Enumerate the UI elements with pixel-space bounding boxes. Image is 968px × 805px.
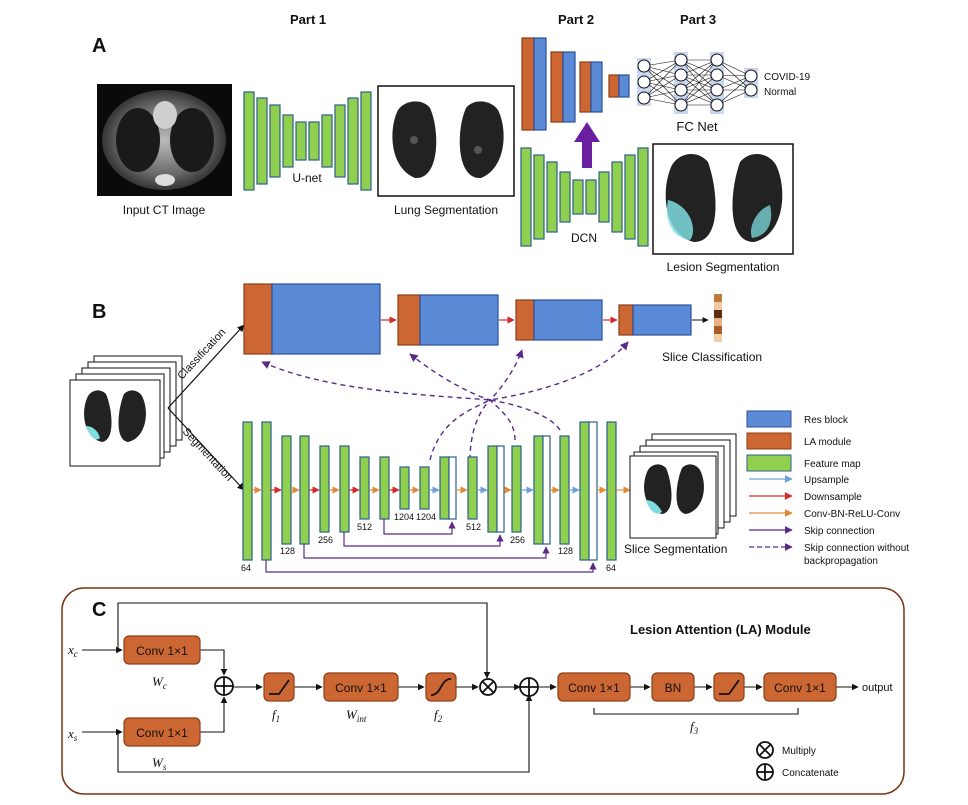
wc-label: Wc: [152, 674, 167, 691]
lung-seg-label: Lung Segmentation: [394, 203, 498, 217]
channel-numbers: 64 128 256 512 1204 1204 512 256 128 64: [241, 512, 616, 573]
svg-text:BN: BN: [665, 681, 682, 695]
multiply-icon: [479, 678, 497, 696]
svg-text:1204: 1204: [416, 512, 436, 522]
svg-text:Conv 1×1: Conv 1×1: [136, 644, 188, 658]
legend-res-block: Res block: [804, 415, 849, 426]
legend-swatch-la: [746, 432, 792, 450]
concatenate-legend-icon: [756, 763, 774, 781]
solid-skip-connections: [265, 519, 597, 573]
panel-b-letter: B: [92, 301, 106, 323]
wint-label: Wint: [346, 707, 367, 724]
svg-text:256: 256: [510, 535, 525, 545]
svg-text:512: 512: [357, 522, 372, 532]
segmentation-label: Segmentation: [180, 426, 235, 484]
class-output-vector: [714, 294, 722, 342]
part2-label: Part 2: [558, 12, 594, 27]
svg-text:128: 128: [280, 546, 295, 556]
legend-swatch-feature: [746, 454, 792, 472]
classification-branch-arrow: [167, 324, 245, 409]
legend-la-module: LA module: [804, 437, 852, 448]
panel-c-letter: C: [92, 599, 106, 621]
unet-bars: [243, 91, 372, 191]
panel-c-title: Lesion Attention (LA) Module: [630, 622, 811, 637]
fcnet-label: FC Net: [676, 119, 718, 134]
input-ct-label: Input CT Image: [123, 203, 206, 217]
svg-text:512: 512: [466, 522, 481, 532]
xs-label: xs: [67, 726, 78, 743]
legend-skip: Skip connection: [804, 526, 875, 537]
slice-class-label: Slice Classification: [662, 350, 762, 364]
fc-net: [637, 52, 758, 114]
part2-pyramid: [521, 37, 630, 131]
part3-label: Part 3: [680, 12, 716, 27]
legend-conv-bn-relu: Conv-BN-ReLU-Conv: [804, 509, 900, 520]
panel-c-connections: [82, 602, 859, 773]
output-slice-stack: [629, 433, 737, 539]
conv-f3-box-1: Conv 1×1: [557, 672, 631, 702]
svg-text:1204: 1204: [394, 512, 414, 522]
lung-seg-image: [392, 101, 504, 179]
dashed-skip-connections: [261, 341, 629, 461]
conv-f3-box-2: Conv 1×1: [763, 672, 837, 702]
legend-swatch-res: [746, 410, 792, 428]
svg-text:Conv 1×1: Conv 1×1: [335, 681, 387, 695]
sigmoid-f2-icon: [425, 672, 457, 702]
ws-label: Ws: [152, 755, 167, 772]
multiply-legend-label: Multiply: [782, 746, 816, 757]
output-normal: Normal: [764, 87, 796, 98]
input-slice-stack: [69, 355, 183, 467]
conv-wc-box: Conv 1×1: [123, 635, 201, 665]
svg-text:Conv 1×1: Conv 1×1: [136, 726, 188, 740]
legend-downsample: Downsample: [804, 492, 862, 503]
concatenate-legend-label: Concatenate: [782, 768, 839, 779]
bn-box: BN: [651, 672, 695, 702]
part1-label: Part 1: [290, 12, 326, 27]
f2-label: f2: [434, 707, 443, 724]
output-label: output: [862, 682, 893, 694]
svg-text:64: 64: [606, 563, 616, 573]
panel-a-letter: A: [92, 35, 106, 57]
concatenate-icon-1: [214, 676, 234, 696]
up-arrow-icon: [574, 122, 600, 168]
svg-text:Conv 1×1: Conv 1×1: [568, 681, 620, 695]
xc-label: xc: [67, 642, 78, 659]
f1-label: f1: [272, 707, 280, 724]
svg-text:256: 256: [318, 535, 333, 545]
lesion-seg-image: [665, 154, 783, 242]
relu-f3-icon: [713, 672, 745, 702]
segmentation-branch-arrow: [167, 407, 245, 491]
conv-ws-box: Conv 1×1: [123, 717, 201, 747]
conv-wint-box: Conv 1×1: [323, 672, 399, 702]
classification-label: Classification: [175, 326, 228, 382]
svg-text:128: 128: [558, 546, 573, 556]
multiply-legend-icon: [756, 741, 774, 759]
legend-feature-map: Feature map: [804, 459, 861, 470]
svg-text:Conv 1×1: Conv 1×1: [774, 681, 826, 695]
dcn-label: DCN: [571, 231, 597, 245]
dcn-bars: [520, 147, 649, 247]
svg-text:64: 64: [241, 563, 251, 573]
f3-label: f3: [690, 719, 699, 736]
concatenate-icon-2: [519, 677, 539, 697]
segmentation-bars: [242, 421, 617, 561]
unet-label: U-net: [292, 171, 322, 185]
output-covid: COVID-19: [764, 72, 811, 83]
relu-f1-icon: [263, 672, 295, 702]
slice-seg-label: Slice Segmentation: [624, 542, 727, 556]
lesion-seg-label: Lesion Segmentation: [667, 260, 780, 274]
legend-skip-nobp: Skip connection without: [804, 543, 909, 554]
input-ct-image: [97, 84, 232, 196]
legend-upsample: Upsample: [804, 475, 849, 486]
classification-blocks: [243, 283, 692, 355]
legend-skip-nobp-2: backpropagation: [804, 556, 878, 567]
legend: Res block LA module Feature map Upsample…: [746, 410, 909, 567]
